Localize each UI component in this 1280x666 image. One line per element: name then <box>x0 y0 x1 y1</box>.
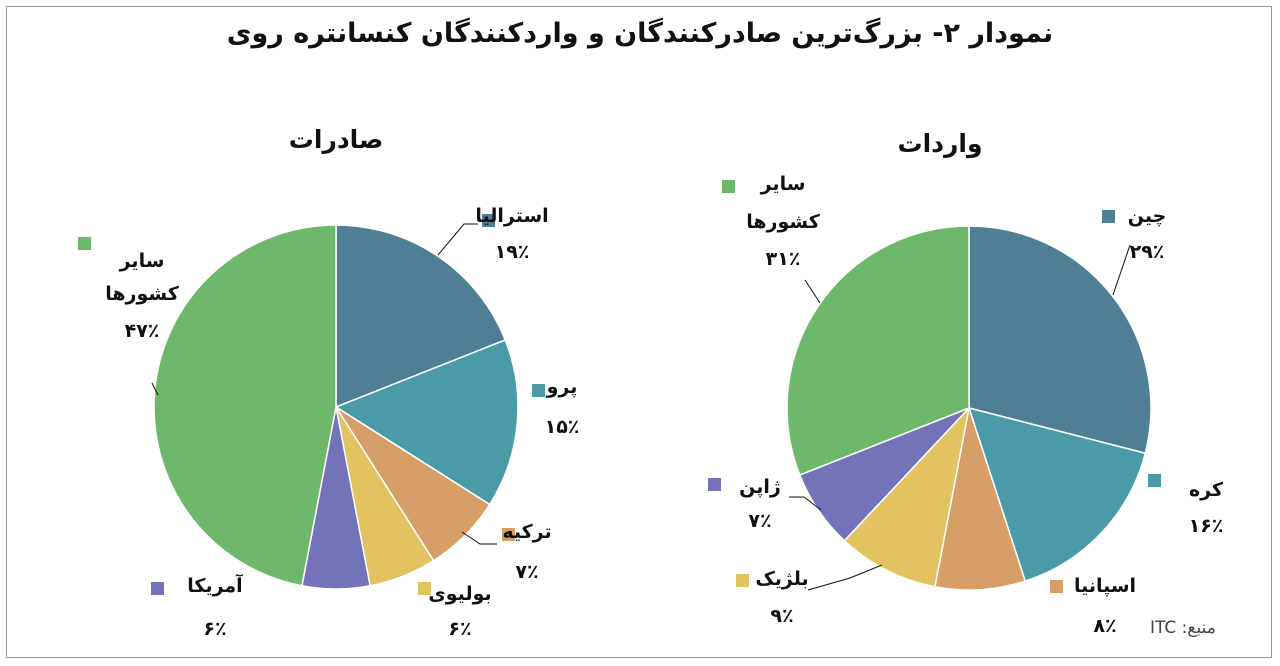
slice-category-label: کره <box>1189 479 1224 501</box>
pie-title: صادرات <box>289 125 383 154</box>
slice-category-label: کشورها <box>105 283 179 305</box>
slice-category-label: بلژیک <box>755 568 808 590</box>
leader-line <box>151 382 159 396</box>
slice-percent-label: ۱۹٪ <box>495 241 530 263</box>
pie-slice <box>153 224 337 587</box>
slice-percent-label: ۶٪ <box>448 618 471 640</box>
legend-swatch <box>151 582 164 595</box>
page-title: نمودار ۲- بزرگ‌ترین صادرکنندگان و واردکن… <box>226 18 1054 49</box>
legend-swatch <box>1148 474 1161 487</box>
slice-percent-label: ۶٪ <box>203 618 226 640</box>
slice-category-label: استرالیا <box>475 205 548 227</box>
slice-category-label: آمریکا <box>187 573 243 597</box>
legend-swatch <box>1050 580 1063 593</box>
slice-category-label: چین <box>1128 205 1167 227</box>
legend-swatch <box>708 478 721 491</box>
slice-category-label: پرو <box>546 376 578 398</box>
slice-category-label: ژاپن <box>739 476 781 498</box>
imports-pie-chart: واردات چین ۲۹٪ کره ۱۶٪ اسپانیا ۸٪ بلژیک ۹٪ ژاپن ۷٪… <box>708 129 1224 637</box>
legend-swatch <box>722 180 735 193</box>
legend-swatch <box>736 574 749 587</box>
pie-slice <box>334 339 519 506</box>
pie-slice <box>786 225 970 476</box>
leader-line <box>807 564 883 591</box>
slice-category-label: سایر <box>119 250 165 272</box>
pie-slice <box>843 405 971 588</box>
slice-percent-label: ۷٪ <box>748 510 771 532</box>
slice-category-label: کشورها <box>746 211 820 233</box>
exports-pie-chart: صادرات استرالیا ۱۹٪ پرو ۱۵٪ ترکیه ۷٪ بولیوی ۶٪ آم… <box>78 125 579 640</box>
pie-slice <box>335 224 507 409</box>
legend-swatch <box>78 237 91 250</box>
slice-category-label: اسپانیا <box>1074 575 1136 597</box>
legend-swatch <box>418 582 431 595</box>
pie-slice <box>934 407 1027 591</box>
leader-line <box>789 496 822 511</box>
slice-percent-label: ۷٪ <box>515 561 538 583</box>
legend-swatch <box>532 384 545 397</box>
slice-category-label: ترکیه <box>502 521 551 543</box>
leader-line <box>461 531 497 545</box>
pie-slice <box>967 406 1147 583</box>
leader-line <box>1112 244 1131 296</box>
pie-slice <box>968 225 1152 455</box>
slice-percent-label: ۱۵٪ <box>545 416 580 438</box>
slice-category-label: سایر <box>760 173 806 195</box>
legend-swatch <box>502 528 515 541</box>
pie-title: واردات <box>897 129 982 159</box>
slice-percent-label: ۹٪ <box>770 605 793 627</box>
slice-percent-label: ۲۹٪ <box>1130 241 1165 263</box>
slice-percent-label: ۸٪ <box>1093 615 1116 637</box>
slice-percent-label: ۱۶٪ <box>1189 515 1224 537</box>
source-note: منبع: ITC <box>1150 618 1216 638</box>
slice-percent-label: ۴۷٪ <box>125 320 160 342</box>
leader-line <box>437 223 478 256</box>
legend-swatch <box>1102 210 1115 223</box>
legend-swatch <box>482 214 495 227</box>
slice-percent-label: ۳۱٪ <box>766 248 801 270</box>
slice-category-label: بولیوی <box>428 583 491 605</box>
leader-line <box>804 279 821 304</box>
